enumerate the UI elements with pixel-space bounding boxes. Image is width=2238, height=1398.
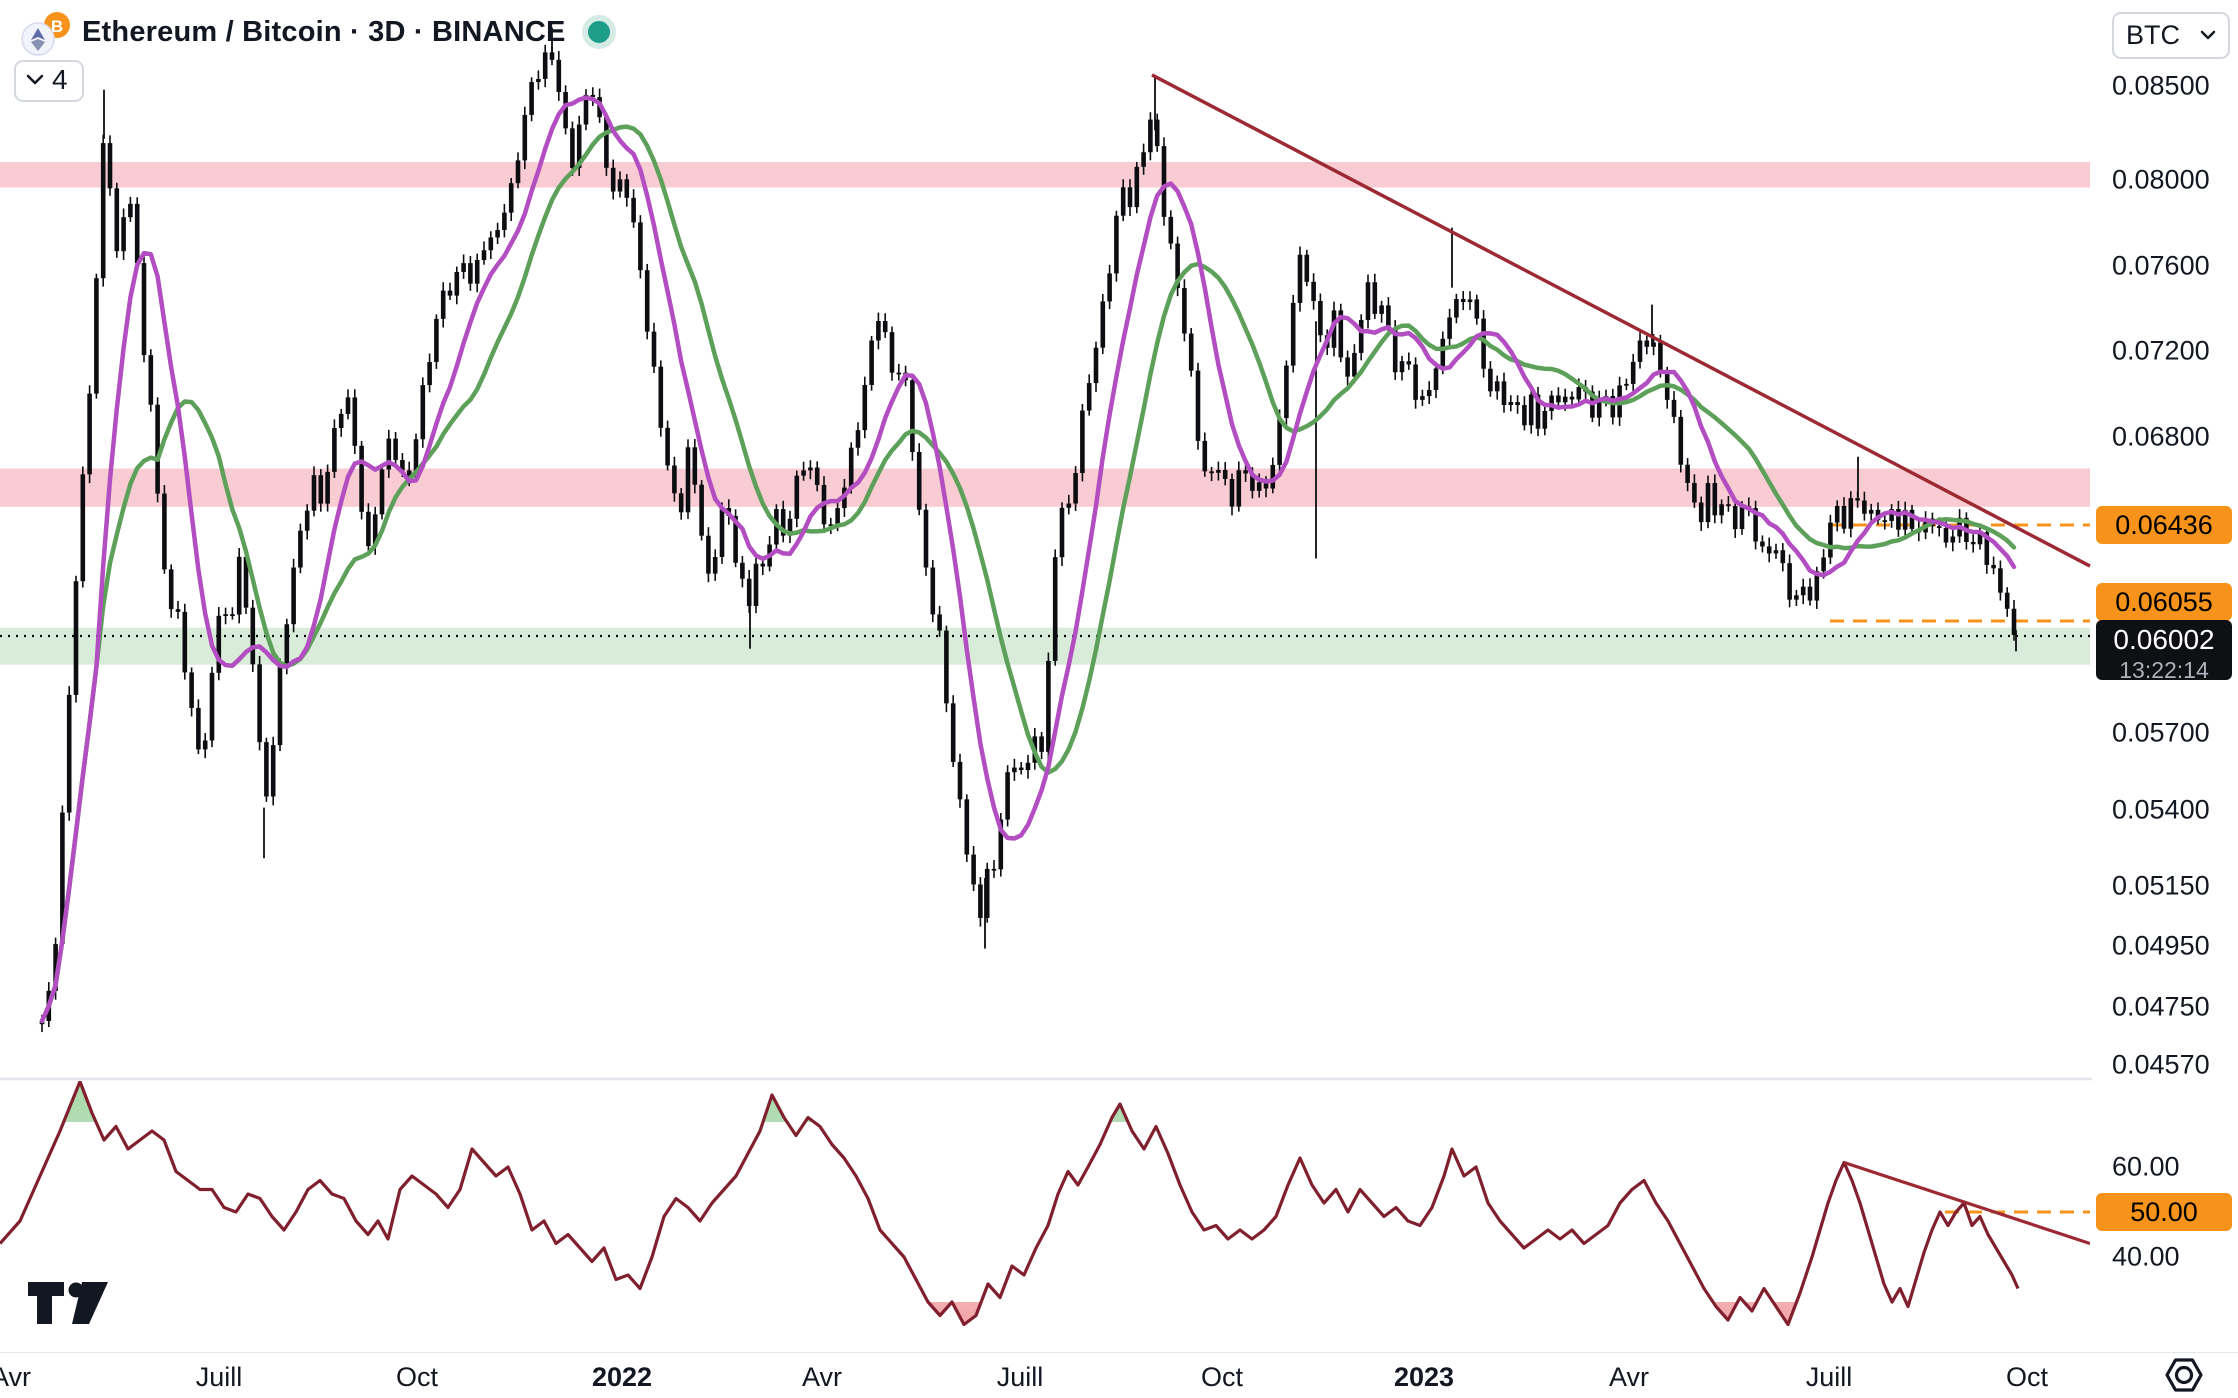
- current-price-badge: 0.06002 13:22:14: [2096, 620, 2232, 683]
- time-axis-month-label: Avr: [801, 1362, 843, 1392]
- rsi-tick: 40.00: [2112, 1241, 2180, 1272]
- replay-step-control[interactable]: 4: [14, 60, 84, 102]
- quote-currency-label: BTC: [2126, 20, 2180, 50]
- market-status-dot: [581, 15, 616, 49]
- price-tick: 0.05400: [2112, 794, 2210, 825]
- descending-trendline[interactable]: [1151, 73, 2091, 568]
- price-tick: 0.08500: [2112, 70, 2210, 101]
- time-axis-month-label: Avr: [0, 1362, 32, 1392]
- zone-support-green: [0, 627, 2090, 665]
- price-tick: 0.04750: [2112, 991, 2210, 1022]
- price-axis[interactable]: 0.08500 0.08000 0.07600 0.07200 0.06800 0.057…: [2092, 0, 2238, 1352]
- price-tick: 0.06800: [2112, 421, 2210, 452]
- time-axis-month-label: Juill: [195, 1362, 243, 1392]
- rsi-level-badge: 50.00: [2096, 1193, 2232, 1231]
- chart-legend: B Ethereum / Bitcoin · 3D · BINANCE: [12, 8, 616, 56]
- time-axis[interactable]: Avr Juill Oct 2022 Avr Juill Oct 2023 Avr Juill Oc…: [0, 1352, 2238, 1398]
- candlestick-series: [39, 27, 2017, 1033]
- time-axis-month-label: Oct: [395, 1362, 439, 1392]
- price-tick: 0.05700: [2112, 717, 2210, 748]
- price-tick: 0.07200: [2112, 335, 2210, 366]
- price-tick: 0.08000: [2112, 164, 2210, 195]
- svg-text:B: B: [51, 17, 63, 36]
- zone-resistance-upper: [0, 162, 2090, 188]
- rsi-pane: [0, 1081, 2090, 1327]
- symbol-title[interactable]: Ethereum / Bitcoin · 3D · BINANCE: [82, 15, 566, 48]
- time-axis-year-label: 2023: [1393, 1362, 1455, 1392]
- chevron-down-icon: [2200, 30, 2216, 40]
- price-tick: 0.07600: [2112, 250, 2210, 281]
- alert-price-badge: 0.06436: [2096, 506, 2232, 544]
- symbol-pair-icon: B: [12, 7, 74, 57]
- time-axis-month-label: Oct: [1200, 1362, 1244, 1392]
- time-axis-month-label: Juill: [996, 1362, 1044, 1392]
- gear-icon[interactable]: [2160, 1352, 2206, 1398]
- tradingview-logo[interactable]: [26, 1280, 116, 1331]
- time-axis-month-label: Juill: [1805, 1362, 1853, 1392]
- price-tick: 0.04570: [2112, 1049, 2210, 1080]
- rsi-line: [0, 1081, 2020, 1327]
- price-tick: 0.04950: [2112, 930, 2210, 961]
- ma-slow-line: [39, 124, 2017, 1024]
- ma-fast-line: [39, 95, 2017, 1024]
- time-axis-month-label: Oct: [2005, 1362, 2049, 1392]
- interval-badge-label: 4: [52, 64, 68, 95]
- time-axis-month-label: Avr: [1608, 1362, 1650, 1392]
- quote-currency-dropdown[interactable]: BTC: [2112, 12, 2230, 59]
- alert-price-badge: 0.06055: [2096, 583, 2232, 621]
- rsi-tick: 60.00: [2112, 1151, 2180, 1182]
- chevron-down-icon: [26, 74, 44, 85]
- price-tick: 0.05150: [2112, 870, 2210, 901]
- time-axis-year-label: 2022: [591, 1362, 653, 1392]
